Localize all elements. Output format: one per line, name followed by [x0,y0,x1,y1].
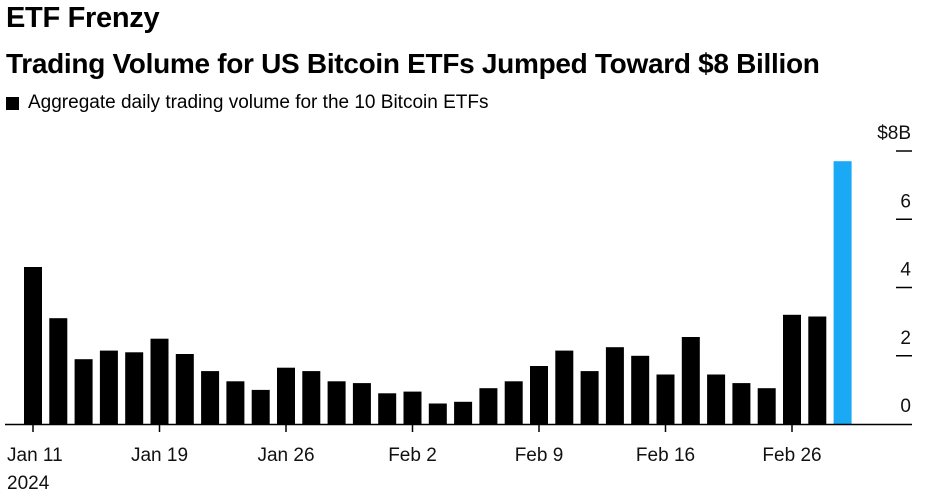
bar-8 [226,381,245,424]
bar-17 [454,401,473,424]
bar-22 [580,371,599,424]
bar-15 [403,391,422,424]
bar-12 [327,381,346,424]
bar-20 [530,366,548,424]
legend-swatch [6,96,19,110]
x-tick-label-0: Jan 11 [7,445,63,466]
y-tick-label-4: $8B [877,123,911,144]
bar-2 [74,359,93,424]
bar-26 [681,337,700,424]
y-tick-label-1: 2 [900,328,911,349]
bar-27 [707,374,726,424]
x-tick-label-2: Jan 26 [257,445,314,466]
bar-6 [175,354,194,424]
x-tick-label-4: Feb 9 [515,445,564,466]
legend-label: Aggregate daily trading volume for the 1… [28,92,489,113]
bar-19 [504,381,523,424]
bar-23 [605,347,624,424]
bar-7 [201,371,220,424]
chart-subtitle: Trading Volume for US Bitcoin ETFs Jumpe… [6,48,820,79]
bar-10 [277,367,295,424]
y-tick-label-3: 6 [900,191,911,212]
bar-24 [631,355,650,425]
legend: Aggregate daily trading volume for the 1… [6,92,488,114]
bar-4 [125,352,144,424]
x-tick-label-6: Feb 26 [762,445,821,466]
chart-title: ETF Frenzy [6,2,160,34]
bar-5 [150,338,169,424]
bar-0 [24,267,42,424]
bar-3 [99,350,118,424]
bar-28 [732,383,751,424]
bar-18 [479,388,498,424]
bar-21 [555,350,574,424]
bar-31 [808,316,827,424]
bar-16 [428,403,447,424]
bar-1 [49,318,68,424]
bar-14 [378,393,397,424]
bar-30 [783,314,801,424]
bar-25 [656,374,675,424]
bar-13 [352,383,371,424]
x-tick-label-1: Jan 19 [131,445,188,466]
bar-9 [251,389,270,424]
x-tick-label-5: Feb 16 [636,445,695,466]
y-tick-label-0: 0 [900,396,911,417]
x-tick-sublabel-0: 2024 [7,473,50,494]
bar-32 [833,161,852,424]
bar-11 [302,371,321,424]
y-tick-label-2: 4 [900,260,911,281]
bar-29 [757,388,776,424]
x-tick-label-3: Feb 2 [388,445,437,466]
